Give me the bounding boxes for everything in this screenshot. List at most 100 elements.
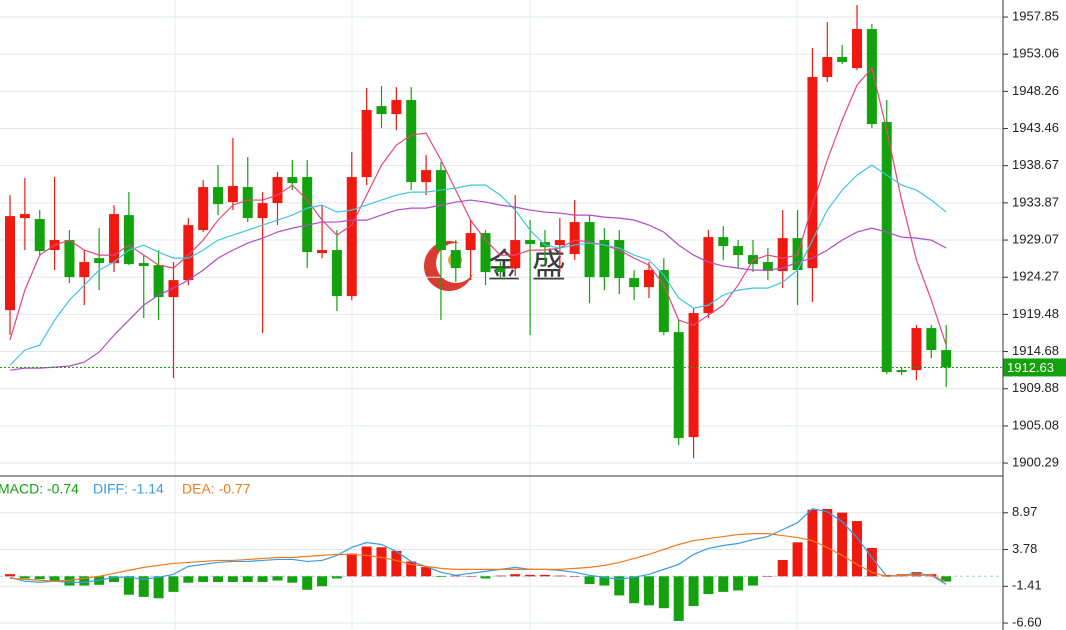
macd-bar <box>450 575 461 577</box>
candle-body <box>510 240 521 269</box>
candle-body <box>554 240 565 246</box>
macd-bar <box>852 521 863 577</box>
candle-body <box>123 215 134 265</box>
y-tick-label: 1900.29 <box>1012 455 1059 470</box>
y-tick-label: 1943.46 <box>1012 120 1059 135</box>
y-tick-label: -6.60 <box>1012 614 1042 629</box>
candle-body <box>822 57 833 78</box>
y-tick-label: 1905.08 <box>1012 417 1059 432</box>
candle-body <box>406 100 417 183</box>
macd-bar <box>123 576 134 595</box>
macd-bar <box>762 576 773 577</box>
candle-body <box>629 278 640 288</box>
candle-body <box>896 370 907 373</box>
candle-body <box>19 214 30 219</box>
legend-entry: DEA: -0.77 <box>182 481 251 497</box>
macd-bar <box>554 575 565 577</box>
legend-entry: MACD: -0.74 <box>0 481 79 497</box>
candle-body <box>64 240 75 278</box>
macd-bar <box>569 576 580 577</box>
candle-body <box>302 177 313 253</box>
candle-body <box>376 106 387 115</box>
macd-bar <box>688 576 699 607</box>
candle-body <box>227 186 238 203</box>
candle-body <box>242 187 253 219</box>
candle-body <box>346 177 357 297</box>
y-tick-label: 1938.67 <box>1012 157 1059 172</box>
candle-body <box>881 122 892 373</box>
candle-body <box>614 240 625 279</box>
candle-body <box>272 177 283 204</box>
watermark: 金 盛 <box>424 241 566 291</box>
macd-bar <box>435 576 446 578</box>
last-price-label: 1912.63 <box>1007 360 1054 375</box>
y-tick-label: 1929.07 <box>1012 231 1059 246</box>
candle-body <box>79 262 90 278</box>
macd-bar <box>302 576 313 590</box>
y-tick-label: 1953.06 <box>1012 46 1059 61</box>
candle-body <box>673 332 684 439</box>
candle-body <box>703 237 714 314</box>
y-tick-label: 1919.48 <box>1012 306 1059 321</box>
macd-bar <box>287 576 298 583</box>
y-tick-label: 1948.26 <box>1012 83 1059 98</box>
macd-bar <box>941 576 952 582</box>
candle-body <box>450 250 461 269</box>
candle-body <box>421 170 432 183</box>
candle-body <box>213 187 224 205</box>
candle-body <box>317 250 328 254</box>
candle-body <box>584 222 595 278</box>
macd-bar <box>198 576 209 582</box>
watermark-text: 金 盛 <box>487 247 566 287</box>
macd-bar <box>480 576 491 579</box>
macd-bar <box>19 576 30 579</box>
candle-body <box>852 29 863 69</box>
macd-bar <box>718 576 729 592</box>
macd-bar <box>599 576 610 586</box>
candle-body <box>911 328 922 371</box>
moving-average-line <box>9 199 947 371</box>
macd-bar <box>733 576 744 591</box>
candle-body <box>643 270 654 288</box>
macd-bar <box>837 512 848 577</box>
macd-bar <box>406 561 417 577</box>
candle-body <box>391 100 402 115</box>
candle-body <box>941 350 952 368</box>
macd-bar <box>866 547 877 577</box>
macd-bar <box>331 576 342 579</box>
last-price-box <box>1003 358 1066 377</box>
macd-bar <box>272 576 283 581</box>
macd-bar <box>539 574 550 577</box>
candle-body <box>138 263 149 267</box>
macd-bar <box>361 546 372 577</box>
candle-body <box>762 262 773 272</box>
macd-bar <box>465 576 476 577</box>
macd-line <box>9 508 947 585</box>
y-tick-label: 1924.27 <box>1012 269 1059 284</box>
macd-bar <box>376 547 387 577</box>
candle-body <box>777 238 788 272</box>
macd-bar <box>629 576 640 604</box>
macd-bar <box>183 576 194 583</box>
candle-body <box>569 222 580 255</box>
macd-bar <box>748 576 758 586</box>
macd-bar <box>34 576 45 580</box>
macd-bar <box>421 567 432 577</box>
macd-bar <box>346 553 357 577</box>
macd-bar <box>227 576 238 582</box>
macd-bar <box>242 576 253 582</box>
macd-bar <box>138 576 149 597</box>
candle-body <box>331 250 342 297</box>
macd-bar <box>643 576 654 606</box>
candle-body <box>183 225 194 281</box>
candle-body <box>153 265 164 298</box>
candle-body <box>109 214 120 264</box>
candle-body <box>837 57 848 63</box>
candle-body <box>658 270 669 333</box>
y-tick-label: 3.78 <box>1012 541 1037 556</box>
macd-bar <box>391 550 402 577</box>
y-tick-label: -1.41 <box>1012 578 1042 593</box>
macd-bar <box>64 576 75 586</box>
